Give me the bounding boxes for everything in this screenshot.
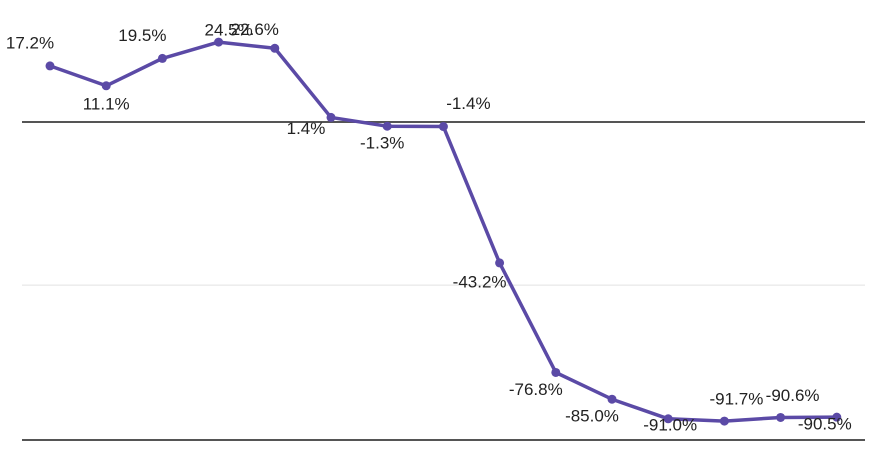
data-label: 22.6%: [231, 20, 279, 39]
point: [551, 367, 561, 377]
data-label: -76.8%: [509, 380, 563, 399]
point: [326, 112, 336, 122]
data-label: 11.1%: [83, 94, 130, 113]
point: [45, 61, 55, 71]
data-label: 24.5%: [204, 21, 252, 40]
data-label: 17.2%: [6, 33, 54, 52]
point: [270, 43, 280, 53]
data-label: -1.3%: [360, 134, 404, 153]
point: [101, 81, 111, 91]
point: [832, 412, 842, 422]
data-label: 1.4%: [287, 119, 326, 138]
data-label: 19.5%: [118, 26, 166, 45]
data-label: -1.4%: [446, 94, 490, 113]
point: [495, 258, 505, 268]
point: [438, 122, 448, 132]
point: [382, 121, 392, 131]
point: [776, 412, 786, 422]
point: [663, 414, 673, 424]
point: [719, 416, 729, 426]
data-label: -90.6%: [766, 386, 820, 405]
line: [49, 40, 837, 423]
data-label: -91.7%: [709, 390, 763, 409]
data-label: -90.5%: [798, 415, 852, 434]
data-label: -43.2%: [453, 272, 507, 291]
point: [214, 37, 224, 47]
point: [157, 53, 167, 63]
data-label: -85.0%: [565, 407, 619, 426]
point: [607, 394, 617, 404]
data-label: -91.0%: [643, 415, 697, 434]
